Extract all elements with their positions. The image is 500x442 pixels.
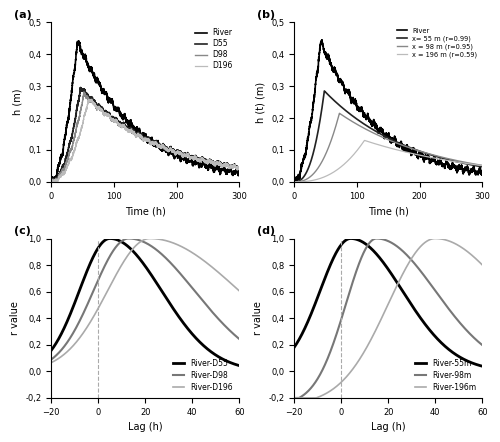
Y-axis label: h (m): h (m) — [12, 89, 22, 115]
X-axis label: Time (h): Time (h) — [368, 206, 408, 216]
Legend: River, x= 55 m (r=0.99), x = 98 m (r=0.95), x = 196 m (r=0.59): River, x= 55 m (r=0.99), x = 98 m (r=0.9… — [394, 26, 479, 60]
Legend: River, D55, D98, D196: River, D55, D98, D196 — [193, 26, 236, 72]
Y-axis label: r value: r value — [10, 301, 20, 335]
X-axis label: Lag (h): Lag (h) — [128, 422, 162, 432]
X-axis label: Lag (h): Lag (h) — [371, 422, 406, 432]
Legend: River-55m, River-98m, River-196m: River-55m, River-98m, River-196m — [412, 357, 478, 394]
X-axis label: Time (h): Time (h) — [124, 206, 166, 216]
Y-axis label: h (t) (m): h (t) (m) — [256, 82, 266, 123]
Y-axis label: r value: r value — [253, 301, 263, 335]
Text: (d): (d) — [256, 226, 275, 236]
Text: (c): (c) — [14, 226, 30, 236]
Text: (a): (a) — [14, 10, 32, 19]
Text: (b): (b) — [256, 10, 275, 19]
Legend: River-D55, River-D98, River-D196: River-D55, River-D98, River-D196 — [170, 357, 235, 394]
